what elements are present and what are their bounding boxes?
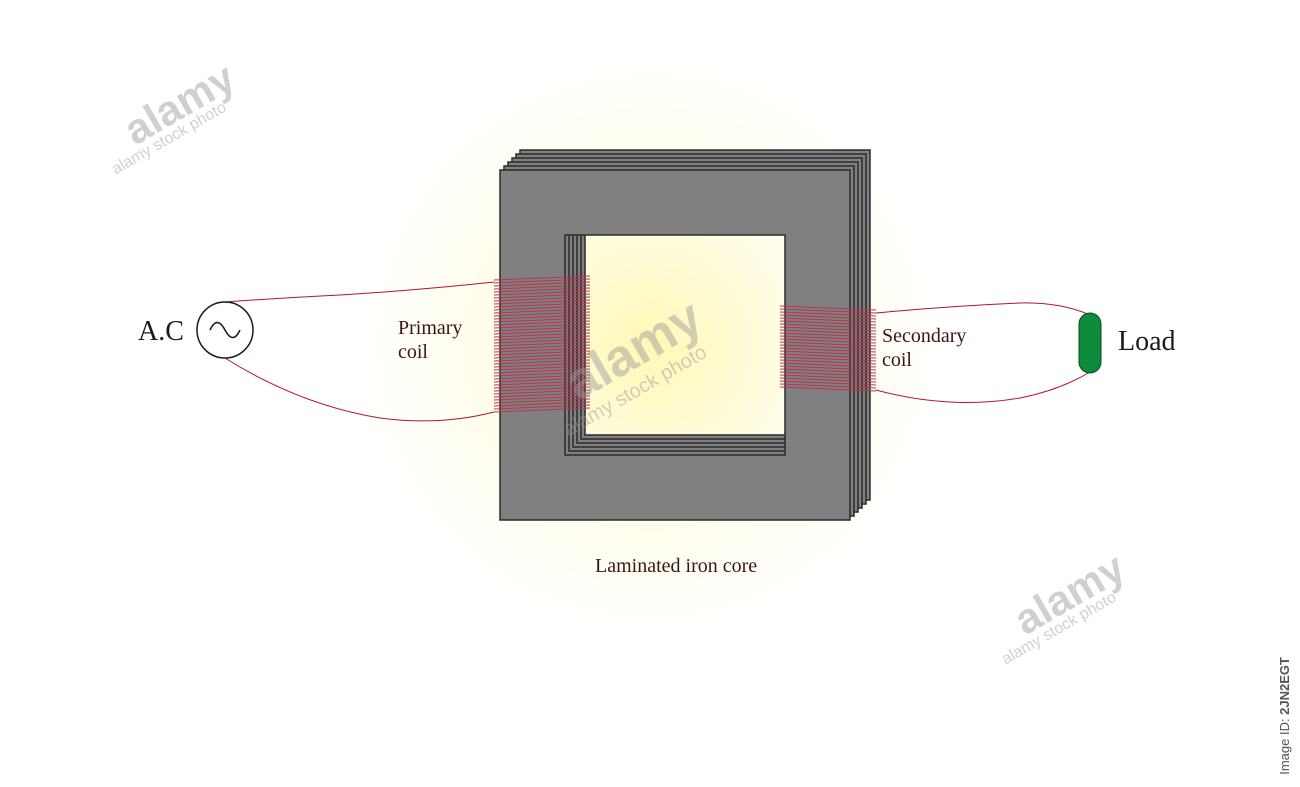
- transformer-diagram: [0, 0, 1300, 787]
- iron-core: [500, 150, 870, 520]
- image-id-label: Image ID: 2JN2EGT: [1277, 657, 1292, 775]
- secondary-coil-label: Secondary coil: [882, 324, 966, 372]
- laminated-core-label: Laminated iron core: [595, 555, 757, 578]
- load-icon: [1079, 313, 1101, 373]
- primary-coil-label: Primary coil: [398, 316, 462, 364]
- ac-label: A.C: [138, 316, 184, 348]
- ac-source-icon: [197, 302, 253, 358]
- load-label: Load: [1118, 326, 1176, 358]
